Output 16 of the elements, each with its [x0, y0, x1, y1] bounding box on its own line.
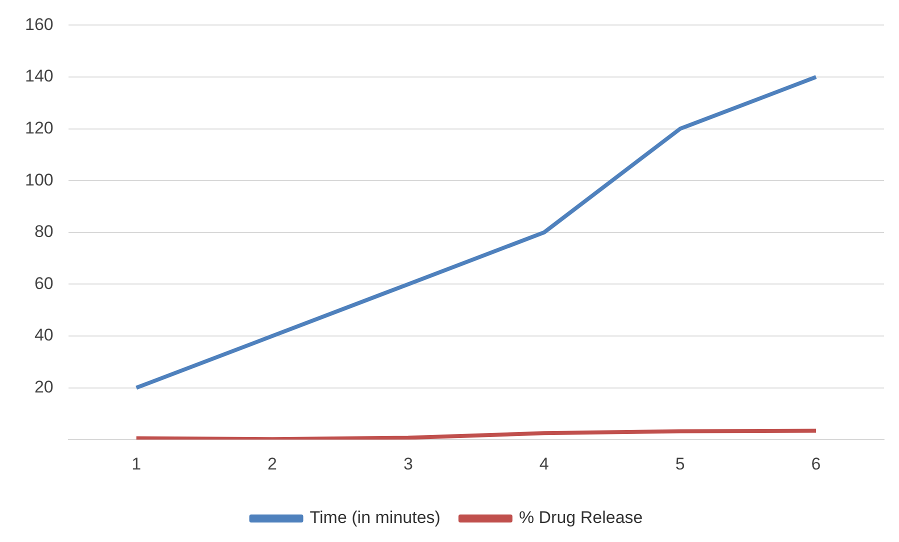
x-tick-label: 3	[403, 454, 413, 474]
x-tick-label: 5	[675, 454, 685, 474]
x-tick-label: 1	[132, 454, 142, 474]
y-tick-label: 40	[34, 326, 54, 345]
y-tick-label: 60	[34, 274, 54, 293]
legend-label: Time (in minutes)	[310, 508, 440, 528]
y-tick-label: 20	[34, 377, 54, 396]
x-tick-label: 4	[539, 454, 549, 474]
x-tick-label: 6	[811, 454, 821, 474]
x-tick-label: 2	[268, 454, 278, 474]
y-tick-label: 120	[24, 118, 54, 138]
legend-label: % Drug Release	[518, 508, 643, 528]
y-tick-label: 100	[24, 170, 54, 190]
y-tick-label: 160	[24, 14, 54, 34]
y-tick-label: 80	[34, 222, 54, 242]
y-tick-label: 140	[24, 66, 54, 86]
